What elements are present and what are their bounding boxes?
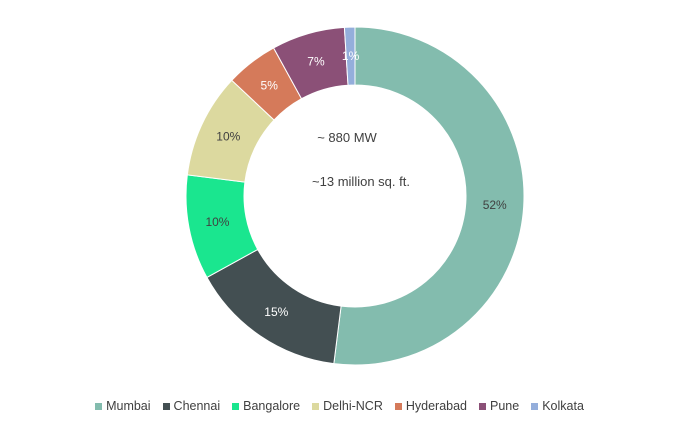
- legend-item-bangalore: Bangalore: [232, 399, 300, 413]
- slice-label-mumbai: 52%: [483, 198, 507, 212]
- legend-label: Kolkata: [542, 399, 584, 413]
- legend-swatch: [312, 402, 320, 410]
- slice-label-delhi-ncr: 10%: [216, 129, 240, 143]
- center-text-area: ~13 million sq. ft.: [312, 174, 410, 189]
- legend-item-chennai: Chennai: [162, 399, 221, 413]
- legend-swatch: [479, 402, 487, 410]
- donut-chart: 52% 15% 10% 10% 5% 7% 1% ~ 880 MW ~13 million …: [185, 26, 525, 366]
- legend-item-mumbai: Mumbai: [95, 399, 151, 413]
- legend-item-delhi-ncr: Delhi-NCR: [312, 399, 383, 413]
- slice-label-hyderabad: 5%: [261, 78, 279, 92]
- legend-swatch: [95, 402, 103, 410]
- slice-labels: 52% 15% 10% 10% 5% 7% 1%: [205, 49, 507, 319]
- legend-label: Delhi-NCR: [323, 399, 383, 413]
- slice-label-kolkata: 1%: [342, 49, 360, 63]
- legend-label: Pune: [490, 399, 520, 413]
- slice-label-bangalore: 10%: [205, 215, 229, 229]
- slice-label-chennai: 15%: [264, 305, 288, 319]
- legend-swatch: [531, 402, 539, 410]
- legend-swatch: [162, 402, 170, 410]
- legend-swatch: [232, 402, 240, 410]
- legend-label: Chennai: [173, 399, 221, 413]
- center-text-capacity: ~ 880 MW: [317, 130, 377, 145]
- slice-kolkata: [343, 26, 356, 86]
- donut-slices: [185, 26, 525, 366]
- legend-label: Mumbai: [106, 399, 151, 413]
- legend-item-kolkata: Kolkata: [531, 399, 584, 413]
- legend-item-pune: Pune: [479, 399, 519, 413]
- legend: Mumbai Chennai Bangalore Delhi-NCR Hyderabad…: [0, 399, 679, 413]
- slice-label-pune: 7%: [307, 55, 325, 69]
- legend-swatch: [394, 402, 402, 410]
- legend-label: Bangalore: [243, 399, 301, 413]
- legend-label: Hyderabad: [405, 399, 468, 413]
- slice-mumbai: [333, 26, 525, 366]
- legend-item-hyderabad: Hyderabad: [394, 399, 468, 413]
